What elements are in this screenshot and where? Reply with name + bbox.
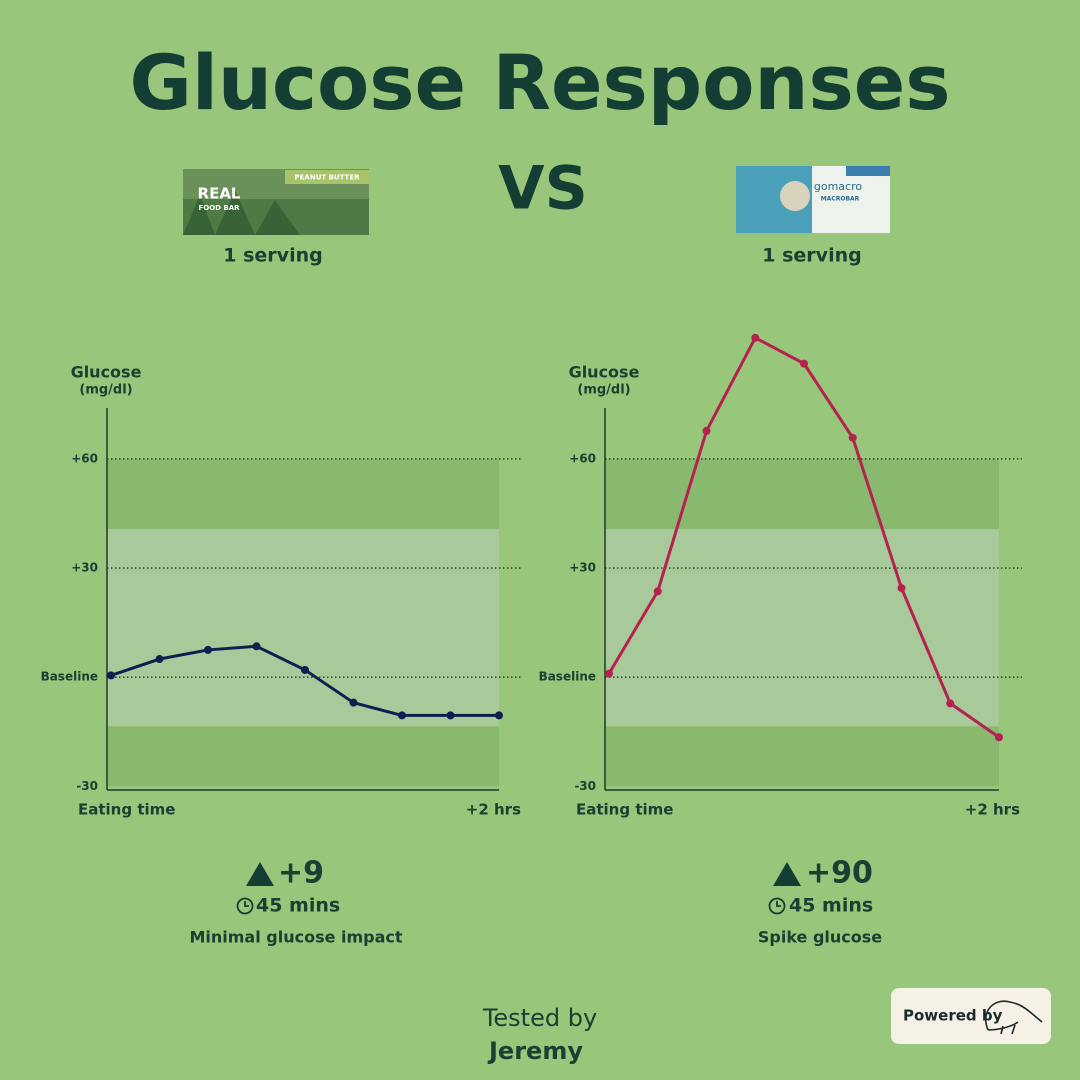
data-point: [446, 711, 455, 720]
zone: [107, 458, 499, 530]
package-brand: gomacro: [814, 180, 862, 193]
data-point: [897, 584, 906, 593]
y-tick-label: +30: [569, 561, 596, 575]
flavor-band: [285, 170, 369, 184]
seal: [780, 181, 810, 211]
product-left: PEANUT BUTTER REAL FOOD BAR: [183, 169, 369, 235]
verdict: Minimal glucose impact: [189, 928, 402, 947]
y-axis-unit: (mg/dl): [577, 383, 630, 398]
package-flavor: PEANUT BUTTER: [295, 174, 361, 182]
verdict: Spike glucose: [758, 928, 882, 947]
y-axis-unit: (mg/dl): [79, 383, 132, 398]
clock-icon: [768, 897, 786, 915]
tag: [846, 166, 890, 176]
zone: [605, 458, 999, 530]
data-point: [653, 587, 662, 596]
y-tick-label: +30: [71, 561, 98, 575]
x-tick-label: Eating time: [576, 801, 673, 819]
data-point: [995, 733, 1003, 742]
zone: [605, 529, 999, 727]
data-point: [398, 711, 406, 720]
duration: 45 mins: [789, 895, 873, 917]
zone: [605, 726, 999, 787]
duration: 45 mins: [256, 895, 340, 917]
data-point: [702, 426, 711, 435]
up-triangle: [773, 862, 801, 886]
y-tick-label: Baseline: [41, 670, 98, 684]
title: Glucose Responses: [129, 38, 950, 127]
data-point: [349, 698, 358, 707]
up-triangle: [246, 862, 274, 886]
trees: [183, 190, 300, 235]
y-axis-label: Glucose: [569, 363, 640, 382]
data-point: [495, 711, 503, 720]
data-point: [204, 645, 212, 654]
kiwi-logo: [985, 1000, 1043, 1035]
zone: [107, 726, 499, 787]
change: +90: [806, 856, 873, 891]
serving-right: 1 serving: [762, 245, 861, 267]
serving-left: 1 serving: [223, 245, 322, 267]
tester-name: Jeremy: [487, 1037, 583, 1065]
vs: VS: [498, 154, 588, 224]
zone: [107, 529, 499, 727]
data-point: [751, 333, 760, 342]
data-point: [800, 359, 808, 368]
y-tick-label: -30: [76, 779, 98, 793]
y-tick-label: Baseline: [539, 670, 596, 684]
product-right: gomacro MACROBAR: [736, 166, 890, 233]
package-sub: FOOD BAR: [198, 204, 240, 212]
badge-text: Powered by: [903, 1007, 1003, 1025]
data-point: [848, 433, 857, 442]
data-point: [605, 669, 613, 678]
clock-icon: [236, 897, 254, 915]
x-tick-label: Eating time: [78, 801, 175, 819]
tested-by: Tested by: [482, 1004, 597, 1032]
change: +9: [278, 856, 324, 891]
data-point: [252, 642, 261, 651]
y-tick-label: +60: [569, 451, 596, 465]
y-tick-label: +60: [71, 451, 98, 465]
data-point: [946, 699, 955, 708]
data-point: [155, 655, 164, 664]
y-tick-label: -30: [574, 779, 596, 793]
package-sub: MACROBAR: [821, 196, 860, 203]
data-point: [301, 665, 309, 674]
package-brand: REAL: [198, 185, 241, 203]
data-point: [107, 671, 115, 680]
x-tick-label: +2 hrs: [466, 801, 521, 819]
x-tick-label: +2 hrs: [965, 801, 1020, 819]
y-axis-label: Glucose: [71, 363, 142, 382]
